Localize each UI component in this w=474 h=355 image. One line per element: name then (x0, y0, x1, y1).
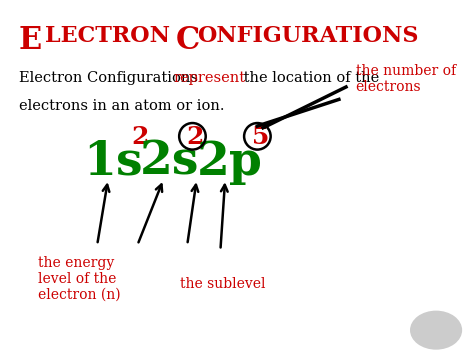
Text: 2: 2 (187, 125, 204, 149)
Text: 2p: 2p (197, 138, 263, 185)
Text: the energy
level of the
electron (n): the energy level of the electron (n) (38, 256, 120, 302)
Text: ONFIGURATIONS: ONFIGURATIONS (197, 25, 418, 47)
Text: electrons in an atom or ion.: electrons in an atom or ion. (19, 99, 225, 113)
Text: Electron Configurations: Electron Configurations (19, 71, 202, 85)
Text: the location of the: the location of the (239, 71, 380, 85)
Text: the sublevel: the sublevel (180, 277, 265, 291)
Text: LECTRON: LECTRON (45, 25, 170, 47)
Text: 2: 2 (131, 125, 149, 149)
Text: 5: 5 (252, 125, 270, 149)
Circle shape (410, 311, 462, 350)
Text: E: E (19, 25, 42, 56)
Text: 2s: 2s (140, 138, 200, 185)
Text: 1s: 1s (83, 138, 143, 185)
Text: C: C (175, 25, 200, 56)
Text: the number of
electrons: the number of electrons (356, 64, 456, 94)
Text: represent: represent (173, 71, 245, 85)
